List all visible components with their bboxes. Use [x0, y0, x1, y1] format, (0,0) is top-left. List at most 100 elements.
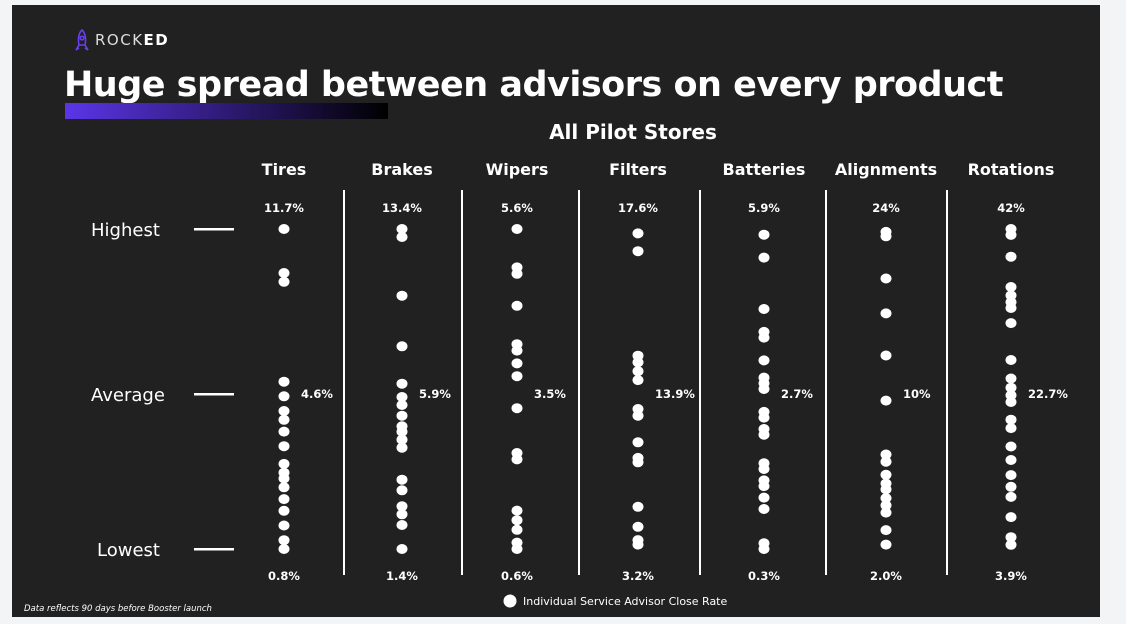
advisor-dot: [511, 371, 523, 382]
page-title: Huge spread between advisors on every pr…: [64, 65, 1003, 105]
advisor-dot: [511, 345, 523, 356]
advisor-dot: [880, 500, 892, 511]
advisor-dot: [880, 350, 892, 361]
column-header: Tires: [262, 160, 307, 179]
advisor-dot: [396, 544, 408, 554]
advisor-dot: [278, 376, 290, 387]
advisor-dot: [758, 481, 770, 492]
average-value-label: 2.7%: [781, 387, 813, 401]
advisor-dot: [511, 300, 523, 311]
advisor-dot: [880, 493, 892, 504]
advisor-dot: [278, 426, 290, 437]
lowest-dash: [194, 548, 234, 551]
advisor-dot: [1005, 481, 1017, 492]
advisor-dot: [880, 273, 892, 284]
advisor-dot: [632, 539, 644, 550]
average-dash: [194, 393, 234, 396]
advisor-dot: [1005, 382, 1017, 393]
column-header: Alignments: [835, 160, 937, 179]
advisor-dot: [632, 501, 644, 512]
advisor-dot: [396, 400, 408, 410]
average-value-label: 5.9%: [419, 387, 451, 401]
column-divider: [578, 190, 580, 575]
column-divider: [825, 190, 827, 575]
advisor-dot: [632, 437, 644, 448]
column-divider: [699, 190, 701, 575]
highest-value-label: 5.9%: [748, 201, 780, 215]
advisor-dot: [511, 544, 523, 554]
advisor-dot: [1005, 373, 1017, 384]
advisor-dot: [880, 456, 892, 467]
advisor-dot: [880, 484, 892, 495]
advisor-dot: [511, 515, 523, 526]
advisor-dot: [278, 268, 290, 278]
advisor-dot: [880, 395, 892, 406]
advisor-dot: [632, 521, 644, 532]
advisor-dot: [1005, 355, 1017, 365]
advisor-dot: [1005, 512, 1017, 523]
advisor-dot: [511, 268, 523, 279]
advisor-dot: [758, 544, 770, 554]
advisor-dot: [1005, 318, 1017, 329]
lowest-value-label: 2.0%: [870, 569, 902, 583]
legend-label: Individual Service Advisor Close Rate: [523, 595, 727, 608]
row-label-average: Average: [91, 385, 165, 406]
advisor-dot: [396, 224, 408, 234]
advisor-dot: [396, 392, 408, 402]
advisor-dot: [880, 469, 892, 480]
advisor-dot: [758, 355, 770, 366]
advisor-dot: [1005, 303, 1017, 313]
advisor-dot: [396, 410, 408, 421]
average-value-label: 10%: [903, 387, 931, 401]
advisor-dot: [278, 458, 290, 469]
advisor-dot: [396, 520, 408, 530]
advisor-dot: [511, 224, 523, 234]
advisor-dot: [396, 290, 408, 301]
advisor-dot: [278, 535, 290, 546]
advisor-dot: [278, 414, 290, 425]
advisor-dot: [632, 228, 644, 239]
advisor-dot: [1005, 470, 1017, 481]
lowest-value-label: 1.4%: [386, 569, 418, 583]
highest-value-label: 17.6%: [618, 201, 658, 215]
row-label-lowest: Lowest: [97, 540, 160, 561]
advisor-dot: [1005, 491, 1017, 502]
advisor-dot: [278, 441, 290, 452]
advisor-dot: [632, 410, 644, 421]
advisor-dot: [511, 505, 523, 516]
lowest-value-label: 0.8%: [268, 569, 300, 583]
brand-logo: ROCKED: [95, 31, 169, 49]
advisor-dot: [758, 429, 770, 440]
lowest-value-label: 0.6%: [501, 569, 533, 583]
advisor-dot: [632, 357, 644, 368]
advisor-dot: [632, 366, 644, 377]
advisor-dot: [396, 442, 408, 453]
advisor-dot: [511, 524, 523, 535]
highest-value-label: 42%: [997, 201, 1025, 215]
advisor-dot: [396, 378, 408, 389]
advisor-dot: [1005, 423, 1017, 434]
advisor-dot: [278, 391, 290, 402]
row-label-highest: Highest: [91, 220, 160, 241]
advisor-dot: [1005, 282, 1017, 292]
advisor-dot: [396, 509, 408, 520]
advisor-dot: [758, 504, 770, 514]
advisor-dot: [396, 485, 408, 496]
advisor-dot: [758, 332, 770, 343]
average-value-label: 3.5%: [534, 387, 566, 401]
highest-value-label: 11.7%: [264, 201, 304, 215]
column-divider: [461, 190, 463, 575]
advisor-dot: [278, 276, 290, 287]
lowest-value-label: 3.2%: [622, 569, 654, 583]
highest-dash: [194, 228, 234, 231]
advisor-dot: [880, 449, 892, 460]
advisor-dot: [880, 539, 892, 550]
advisor-dot: [278, 544, 290, 554]
advisor-dot: [758, 492, 770, 503]
advisor-dot: [758, 304, 770, 314]
highest-value-label: 24%: [872, 201, 900, 215]
highest-value-label: 13.4%: [382, 201, 422, 215]
advisor-dot: [396, 434, 408, 445]
advisor-dot: [758, 229, 770, 240]
column-header: Wipers: [486, 160, 549, 179]
